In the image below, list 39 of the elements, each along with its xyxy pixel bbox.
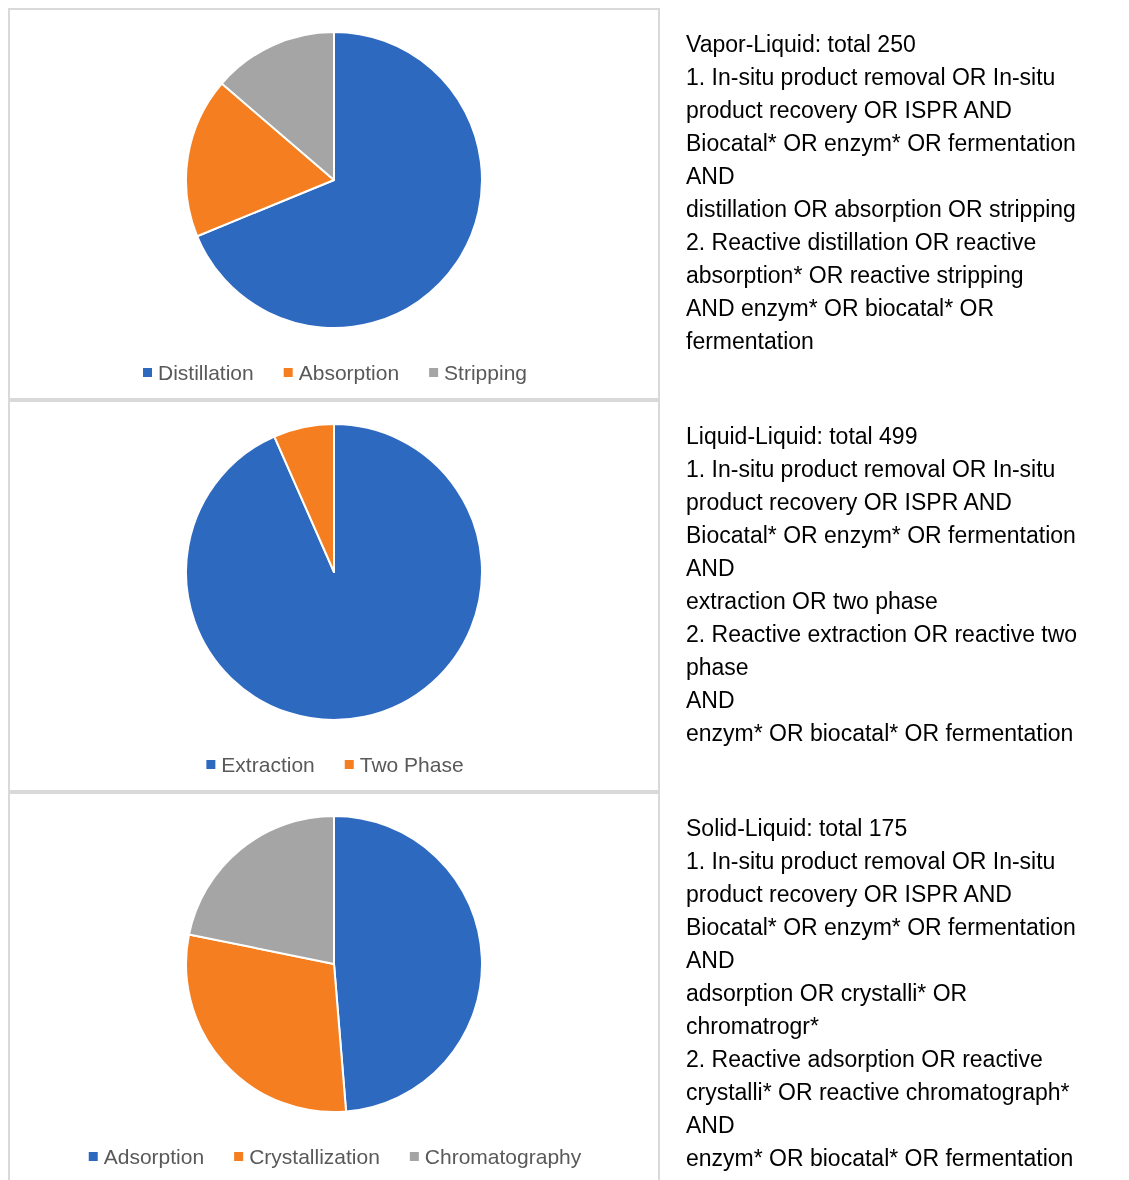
text: adsorption OR crystalli* OR xyxy=(686,979,969,1008)
legend-label: Crystallization xyxy=(249,1145,380,1168)
legend-label: Extraction xyxy=(221,753,315,776)
text: 2. Reactive distillation OR reactive xyxy=(686,228,1038,257)
text: AND xyxy=(686,686,736,715)
legend-label: Chromatography xyxy=(424,1145,582,1168)
text: absorption* OR reactive stripping xyxy=(686,261,1025,290)
text: Biocatal* OR enzym* OR fermentation xyxy=(686,129,1077,158)
text: enzym* OR biocatal* OR fermentation xyxy=(686,1144,1075,1173)
text: 2. Reactive extraction OR reactive two xyxy=(686,620,1079,649)
text: product recovery OR ISPR AND xyxy=(686,488,1013,517)
text: product recovery OR ISPR AND xyxy=(686,96,1013,125)
text: Liquid-Liquid: total 499 xyxy=(686,422,919,451)
text: 1. In-situ product removal OR In-situ xyxy=(686,847,1057,876)
text: distillation OR absorption OR stripping xyxy=(686,195,1077,224)
text: enzym* OR biocatal* OR fermentation xyxy=(686,719,1075,748)
text: Vapor-Liquid: total 250 xyxy=(686,30,917,59)
legend-label: Distillation xyxy=(158,361,254,384)
text: product recovery OR ISPR AND xyxy=(686,880,1013,909)
text: 1. In-situ product removal OR In-situ xyxy=(686,455,1057,484)
legend-label: Absorption xyxy=(298,361,400,384)
text: Biocatal* OR enzym* OR fermentation xyxy=(686,913,1077,942)
text: Solid-Liquid: total 175 xyxy=(686,814,909,843)
text: fermentation xyxy=(686,327,815,356)
text: extraction OR two phase xyxy=(686,587,939,616)
legend-label: Two Phase xyxy=(359,753,464,776)
text: AND xyxy=(686,1111,736,1140)
legend-label: Stripping xyxy=(444,361,527,384)
text: 2. Reactive adsorption OR reactive xyxy=(686,1045,1044,1074)
text: crystalli* OR reactive chromatograph* xyxy=(686,1078,1071,1107)
text: chromatrogr* xyxy=(686,1012,820,1041)
text: AND enzym* OR biocatal* OR xyxy=(686,294,996,323)
text: AND xyxy=(686,162,736,191)
text: Biocatal* OR enzym* OR fermentation xyxy=(686,521,1077,550)
legend-label: Adsorption xyxy=(103,1145,205,1168)
text: AND xyxy=(686,554,736,583)
text: 1. In-situ product removal OR In-situ xyxy=(686,63,1057,92)
text: phase xyxy=(686,653,750,682)
text: AND xyxy=(686,946,736,975)
